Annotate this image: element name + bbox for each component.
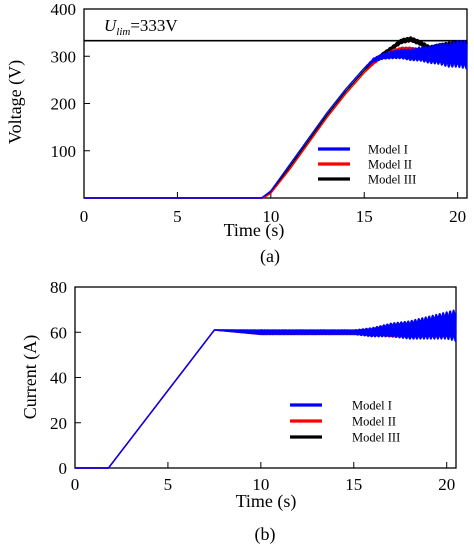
x-tick-label: 15 (345, 475, 362, 494)
x-tick-label: 0 (80, 207, 89, 226)
y-tick-label: 60 (50, 323, 67, 342)
y-tick-label: 80 (50, 278, 67, 297)
voltage-limit-value: =333V (130, 16, 178, 35)
legend-label-1: Model I (368, 143, 408, 157)
x-tick-label: 20 (438, 475, 455, 494)
series-line-1 (74, 309, 457, 469)
y-axis-label-a: Voltage (V) (5, 60, 26, 144)
series-line-3 (74, 329, 457, 469)
y-tick-label: 40 (50, 369, 67, 388)
x-tick-label: 0 (71, 475, 80, 494)
legend-label-2: Model II (352, 415, 396, 429)
caption-b: (b) (255, 524, 276, 545)
series-line-2 (74, 329, 457, 469)
legend-label-3: Model III (352, 431, 400, 445)
y-tick-label: 200 (51, 95, 77, 114)
y-tick-label: 300 (51, 47, 77, 66)
legend-label-2: Model II (368, 158, 412, 172)
y-tick-label: 100 (51, 142, 77, 161)
y-tick-label: 0 (59, 459, 68, 478)
x-tick-label: 10 (262, 207, 279, 226)
legend-b: Model I Model II Model III (290, 399, 400, 445)
voltage-limit-subscript: lim (116, 26, 130, 38)
legend-label-1: Model I (352, 399, 392, 413)
x-tick-label: 10 (252, 475, 269, 494)
legend-label-3: Model III (368, 173, 416, 187)
voltage-limit-symbol: U (104, 16, 118, 35)
x-axis-label-a: Time (s) (224, 220, 285, 241)
y-axis-label-b: Current (A) (20, 335, 41, 419)
y-tick-label: 20 (50, 414, 67, 433)
y-tick-label: 400 (51, 0, 77, 19)
x-tick-label: 15 (356, 207, 373, 226)
x-tick-label: 5 (164, 475, 173, 494)
x-tick-label: 5 (173, 207, 182, 226)
voltage-limit-label: Ulim=333V (104, 16, 178, 38)
caption-a: (a) (260, 246, 280, 267)
x-axis-label-b: Time (s) (236, 491, 297, 512)
series-line-1 (83, 39, 468, 199)
x-tick-label: 20 (449, 207, 466, 226)
